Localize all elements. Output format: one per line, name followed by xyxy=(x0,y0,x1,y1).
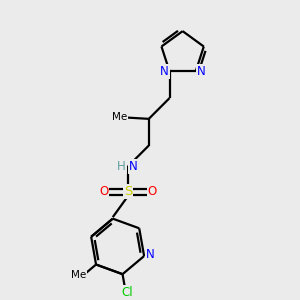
Text: H: H xyxy=(117,160,126,173)
Text: Me: Me xyxy=(112,112,128,122)
Text: S: S xyxy=(124,185,132,198)
Text: Cl: Cl xyxy=(121,286,133,299)
Text: N: N xyxy=(129,160,138,173)
Text: N: N xyxy=(160,65,169,78)
Text: O: O xyxy=(99,185,108,198)
Text: Me: Me xyxy=(70,270,86,280)
Text: N: N xyxy=(146,248,155,261)
Text: N: N xyxy=(197,65,206,78)
Text: O: O xyxy=(148,185,157,198)
